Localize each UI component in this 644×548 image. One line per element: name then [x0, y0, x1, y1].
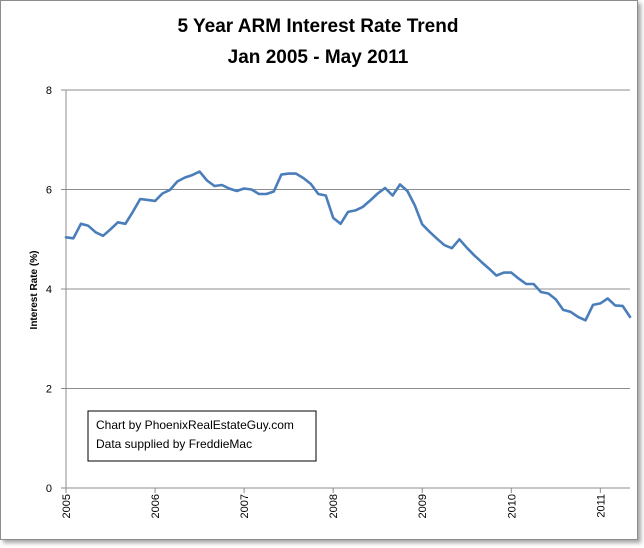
y-axis-ticks: 0 2 4 6 8 — [46, 85, 66, 495]
x-tick-label: 2009 — [417, 494, 429, 518]
x-axis-ticks: 2005 2006 2007 2008 2009 2010 2011 — [61, 488, 607, 518]
y-axis-label: Interest Rate (%) — [29, 251, 40, 330]
source-note: Chart by PhoenixRealEstateGuy.com Data s… — [87, 410, 317, 462]
chart-title-line-1: 5 Year ARM Interest Rate Trend — [178, 16, 459, 37]
source-note-box — [87, 410, 317, 462]
source-note-line-1: Chart by PhoenixRealEstateGuy.com — [96, 418, 294, 432]
y-tick-label: 2 — [46, 384, 52, 396]
series-points — [65, 171, 631, 321]
gridlines — [66, 89, 630, 389]
x-tick-label: 2008 — [328, 494, 340, 518]
x-tick-label: 2011 — [595, 494, 607, 518]
y-tick-label: 4 — [46, 284, 52, 296]
y-tick-label: 6 — [46, 185, 52, 197]
chart-title-line-2: Jan 2005 - May 2011 — [228, 47, 409, 68]
source-note-line-2: Data supplied by FreddieMac — [96, 437, 252, 451]
y-tick-label: 8 — [46, 85, 52, 97]
series-line — [64, 170, 632, 322]
x-tick-label: 2007 — [239, 494, 251, 518]
x-tick-label: 2005 — [61, 494, 73, 518]
y-tick-label: 0 — [46, 483, 52, 495]
x-tick-label: 2006 — [150, 494, 162, 518]
x-tick-label: 2010 — [506, 494, 518, 518]
